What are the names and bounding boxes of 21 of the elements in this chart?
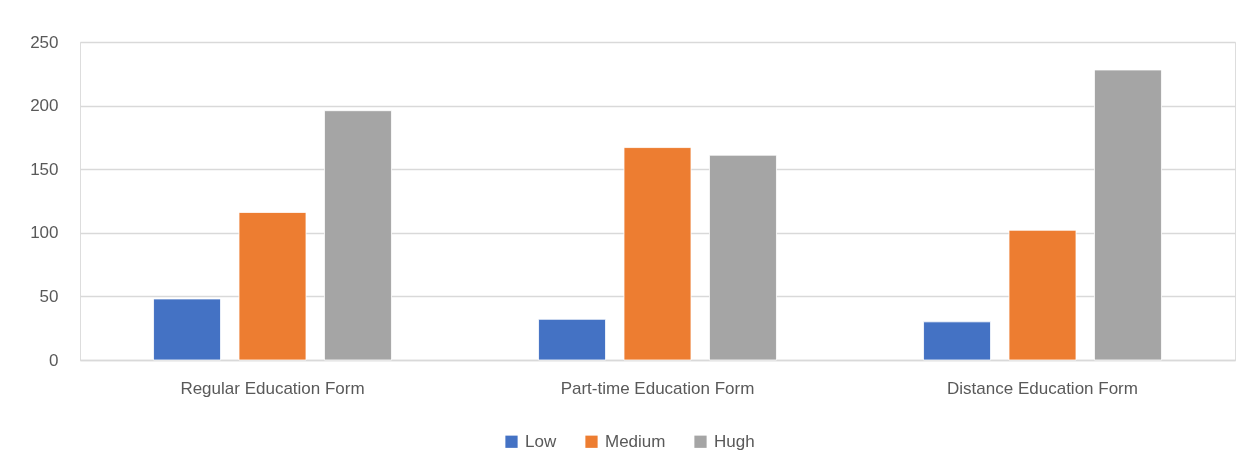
x-tick-label: Regular Education Form <box>180 378 365 398</box>
bar <box>623 147 692 361</box>
bar <box>238 212 307 361</box>
x-tick-label: Part-time Education Form <box>560 378 755 398</box>
bar <box>709 154 777 361</box>
bar <box>538 318 606 361</box>
y-tick-label: 50 <box>39 286 59 306</box>
bar <box>1094 69 1162 361</box>
bar <box>324 110 392 361</box>
legend-label: Medium <box>605 431 666 451</box>
legend-label: Hugh <box>714 431 755 451</box>
y-tick-label: 100 <box>30 223 59 243</box>
bar <box>153 298 221 361</box>
x-tick-label: Distance Education Form <box>947 378 1138 398</box>
y-tick-label: 0 <box>49 350 59 370</box>
bar <box>1008 229 1077 361</box>
y-tick-label: 150 <box>30 159 59 179</box>
y-tick-label: 200 <box>30 96 59 116</box>
legend-label: Low <box>525 431 557 451</box>
y-tick-label: 250 <box>30 32 59 52</box>
bar <box>923 321 991 361</box>
